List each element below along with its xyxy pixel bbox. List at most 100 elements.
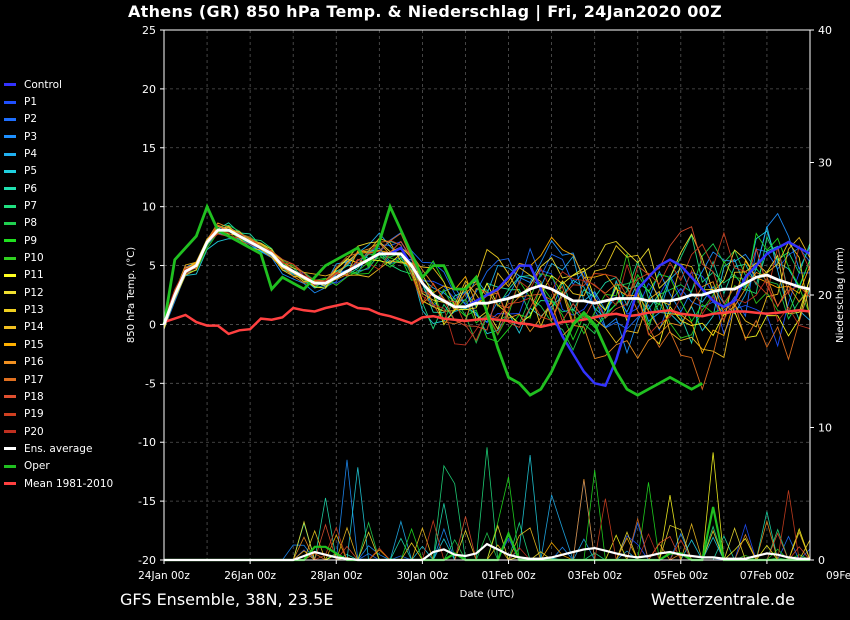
legend-swatch bbox=[4, 169, 16, 173]
legend-item: P1 bbox=[4, 93, 113, 110]
legend-label: P14 bbox=[24, 321, 44, 334]
legend-swatch bbox=[4, 273, 16, 277]
legend-label: Control bbox=[24, 78, 62, 91]
axes: 25 20 15 10 5 0 -5 -10 -15 -20 40 30 20 10 0 24Jan 00z 2… bbox=[126, 24, 850, 600]
y-axis-label: 850 hPa Temp. (°C) bbox=[126, 247, 137, 343]
legend-label: P3 bbox=[24, 130, 38, 143]
series-ens-average-temp bbox=[162, 228, 811, 325]
x-tick-label: 07Feb 00z bbox=[740, 570, 795, 582]
legend-swatch bbox=[4, 221, 16, 225]
legend-label: P6 bbox=[24, 182, 38, 195]
legend-label: P1 bbox=[24, 96, 38, 109]
legend-item: Mean 1981-2010 bbox=[4, 475, 113, 492]
y-tick-label: 5 bbox=[149, 260, 156, 273]
legend-swatch bbox=[4, 360, 16, 364]
x-tick-label: 28Jan 00z bbox=[310, 570, 362, 582]
series-ens-average-precip bbox=[164, 542, 810, 562]
legend-swatch bbox=[4, 152, 16, 156]
legend-swatch bbox=[4, 256, 16, 260]
legend-label: P19 bbox=[24, 408, 44, 421]
legend-label: Ens. average bbox=[24, 442, 93, 455]
legend-item: P13 bbox=[4, 301, 113, 318]
y-tick-label: 20 bbox=[142, 83, 156, 96]
legend-label: P17 bbox=[24, 373, 44, 386]
legend-item: Oper bbox=[4, 458, 113, 475]
y2-axis-label: Niederschlag (mm) bbox=[835, 247, 846, 343]
y-tick-label: -5 bbox=[145, 377, 156, 390]
series-p8-precip bbox=[164, 521, 810, 561]
footer-source: Wetterzentrale.de bbox=[650, 590, 795, 609]
y2-tick-label: 0 bbox=[818, 554, 825, 567]
legend-swatch bbox=[4, 464, 16, 468]
legend-swatch bbox=[4, 100, 16, 104]
series-oper-temp bbox=[162, 202, 703, 397]
legend-swatch bbox=[4, 430, 16, 434]
legend-item: P14 bbox=[4, 319, 113, 336]
x-axis-label: Date (UTC) bbox=[460, 589, 515, 600]
legend-swatch bbox=[4, 308, 16, 312]
legend-item: P19 bbox=[4, 406, 113, 423]
legend-label: P11 bbox=[24, 269, 44, 282]
legend-label: P12 bbox=[24, 286, 44, 299]
legend-label: P5 bbox=[24, 165, 38, 178]
legend-item: P5 bbox=[4, 163, 113, 180]
legend-swatch bbox=[4, 378, 16, 382]
legend-label: P10 bbox=[24, 252, 44, 265]
legend-item: Control bbox=[4, 76, 113, 93]
legend-item: P2 bbox=[4, 111, 113, 128]
legend-item: P15 bbox=[4, 336, 113, 353]
legend-swatch bbox=[4, 325, 16, 329]
legend-label: P8 bbox=[24, 217, 38, 230]
x-tick-label: 03Feb 00z bbox=[568, 570, 623, 582]
legend-item: P16 bbox=[4, 354, 113, 371]
y-tick-label: 0 bbox=[149, 318, 156, 331]
legend-swatch bbox=[4, 117, 16, 121]
legend-item: P20 bbox=[4, 423, 113, 440]
legend-item: P8 bbox=[4, 215, 113, 232]
legend-swatch bbox=[4, 204, 16, 208]
legend-label: P7 bbox=[24, 200, 38, 213]
legend-item: P6 bbox=[4, 180, 113, 197]
legend-item: P7 bbox=[4, 197, 113, 214]
series-p9-precip bbox=[164, 470, 811, 561]
footer-model-info: GFS Ensemble, 38N, 23.5E bbox=[120, 590, 334, 609]
legend-swatch bbox=[4, 187, 16, 191]
legend-label: P9 bbox=[24, 234, 38, 247]
legend-label: P20 bbox=[24, 425, 44, 438]
y-tick-label: -10 bbox=[138, 436, 156, 449]
series-p16-precip bbox=[164, 478, 810, 562]
legend-label: P15 bbox=[24, 338, 44, 351]
legend-swatch bbox=[4, 343, 16, 347]
legend-item: P12 bbox=[4, 284, 113, 301]
legend-item: P17 bbox=[4, 371, 113, 388]
legend-swatch bbox=[4, 482, 16, 486]
legend-label: P16 bbox=[24, 356, 44, 369]
y2-tick-label: 40 bbox=[818, 24, 832, 37]
legend-label: P18 bbox=[24, 390, 44, 403]
y-tick-label: -15 bbox=[138, 495, 156, 508]
y-tick-label: 15 bbox=[142, 142, 156, 155]
legend-swatch bbox=[4, 412, 16, 416]
legend-swatch bbox=[4, 239, 16, 243]
x-tick-label: 24Jan 00z bbox=[138, 570, 190, 582]
legend-swatch bbox=[4, 447, 16, 451]
legend-item: P4 bbox=[4, 145, 113, 162]
series-p14-precip bbox=[164, 522, 811, 561]
y2-tick-label: 10 bbox=[818, 422, 832, 435]
chart-title: Athens (GR) 850 hPa Temp. & Niederschlag… bbox=[127, 2, 722, 21]
x-tick-label: 01Feb 00z bbox=[481, 570, 536, 582]
legend-item: P11 bbox=[4, 267, 113, 284]
series-p15-precip bbox=[164, 533, 810, 561]
series-p18-temp bbox=[163, 224, 811, 331]
legend-swatch bbox=[4, 83, 16, 87]
legend-swatch bbox=[4, 135, 16, 139]
y2-tick-label: 20 bbox=[818, 289, 832, 302]
y-tick-label: 10 bbox=[142, 201, 156, 214]
series-mean-1981-2010 bbox=[163, 301, 811, 336]
series-p7-temp bbox=[163, 231, 811, 330]
legend-label: P4 bbox=[24, 148, 38, 161]
x-tick-label: 26Jan 00z bbox=[224, 570, 276, 582]
legend-label: Oper bbox=[24, 460, 50, 473]
series-p2-precip bbox=[164, 479, 811, 561]
